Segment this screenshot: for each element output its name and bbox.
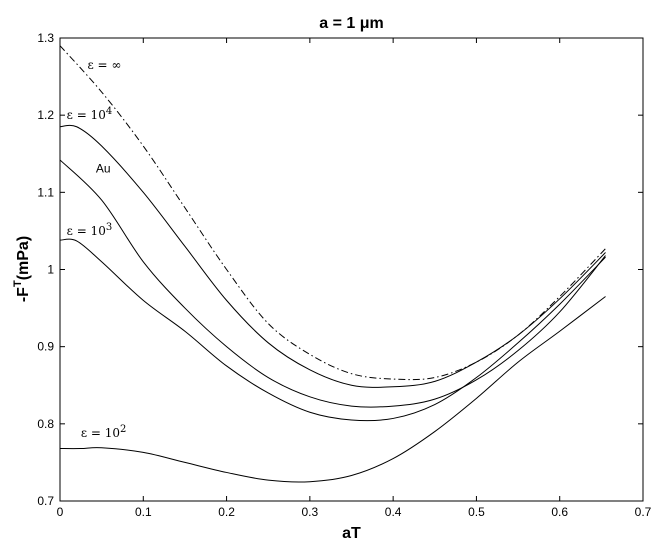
series-line-4 <box>59 296 606 483</box>
series-label-3: ε = 103 <box>67 222 113 238</box>
series-label-base: ε = ∞ <box>87 58 121 72</box>
series-label-superscript: 4 <box>106 106 112 117</box>
y-tick-label: 0.7 <box>37 494 54 508</box>
series-line-1 <box>59 124 606 388</box>
x-ticks: 0 0.1 0.2 0.3 0.4 0.5 0.6 0.7 <box>57 38 652 519</box>
series-label-1: ε = 104 <box>67 106 113 122</box>
series-label-2: Au <box>96 161 111 175</box>
svg-text:-FT(mPa): -FT(mPa) <box>12 236 32 302</box>
x-tick-label: 0.4 <box>385 505 402 519</box>
x-tick-label: 0.6 <box>551 505 568 519</box>
plot-frame <box>59 37 644 502</box>
chart-title: a = 1 μm <box>319 15 384 32</box>
x-tick-label: 0.1 <box>135 505 152 519</box>
y-ticks: 0.7 0.8 0.9 1 1.1 1.2 1.3 <box>37 31 643 508</box>
x-tick-label: 0.2 <box>218 505 235 519</box>
y-tick-label: 1.3 <box>37 31 54 45</box>
y-axis-title-unit: (mPa) <box>15 236 32 280</box>
y-axis-title: -FT(mPa) <box>12 236 32 302</box>
x-tick-label: 0.3 <box>302 505 319 519</box>
x-axis-title: aT <box>342 525 361 542</box>
y-tick-label: 1 <box>47 263 54 277</box>
series-label-base: ε = 10 <box>67 224 106 238</box>
x-tick-label: 0.7 <box>635 505 652 519</box>
series-label-base: ε = 10 <box>67 108 106 122</box>
series-line-0 <box>59 45 606 381</box>
series-line-3 <box>59 238 606 422</box>
y-tick-label: 1.1 <box>37 185 54 199</box>
y-tick-label: 0.9 <box>37 340 54 354</box>
series-label-base: Au <box>96 161 111 175</box>
series-line-2 <box>59 159 606 408</box>
x-tick-label: 0.5 <box>468 505 485 519</box>
series-label-0: ε = ∞ <box>87 58 121 72</box>
series-label-base: ε = 10 <box>81 426 120 440</box>
series-label-superscript: 3 <box>106 222 112 233</box>
y-tick-label: 0.8 <box>37 417 54 431</box>
x-tick-label: 0 <box>57 505 64 519</box>
series-layer <box>59 45 606 483</box>
y-axis-title-base: -F <box>15 287 32 302</box>
y-tick-label: 1.2 <box>37 108 54 122</box>
y-axis-title-superscript: T <box>12 280 24 287</box>
series-label-4: ε = 102 <box>81 424 127 440</box>
series-label-superscript: 2 <box>120 424 126 435</box>
